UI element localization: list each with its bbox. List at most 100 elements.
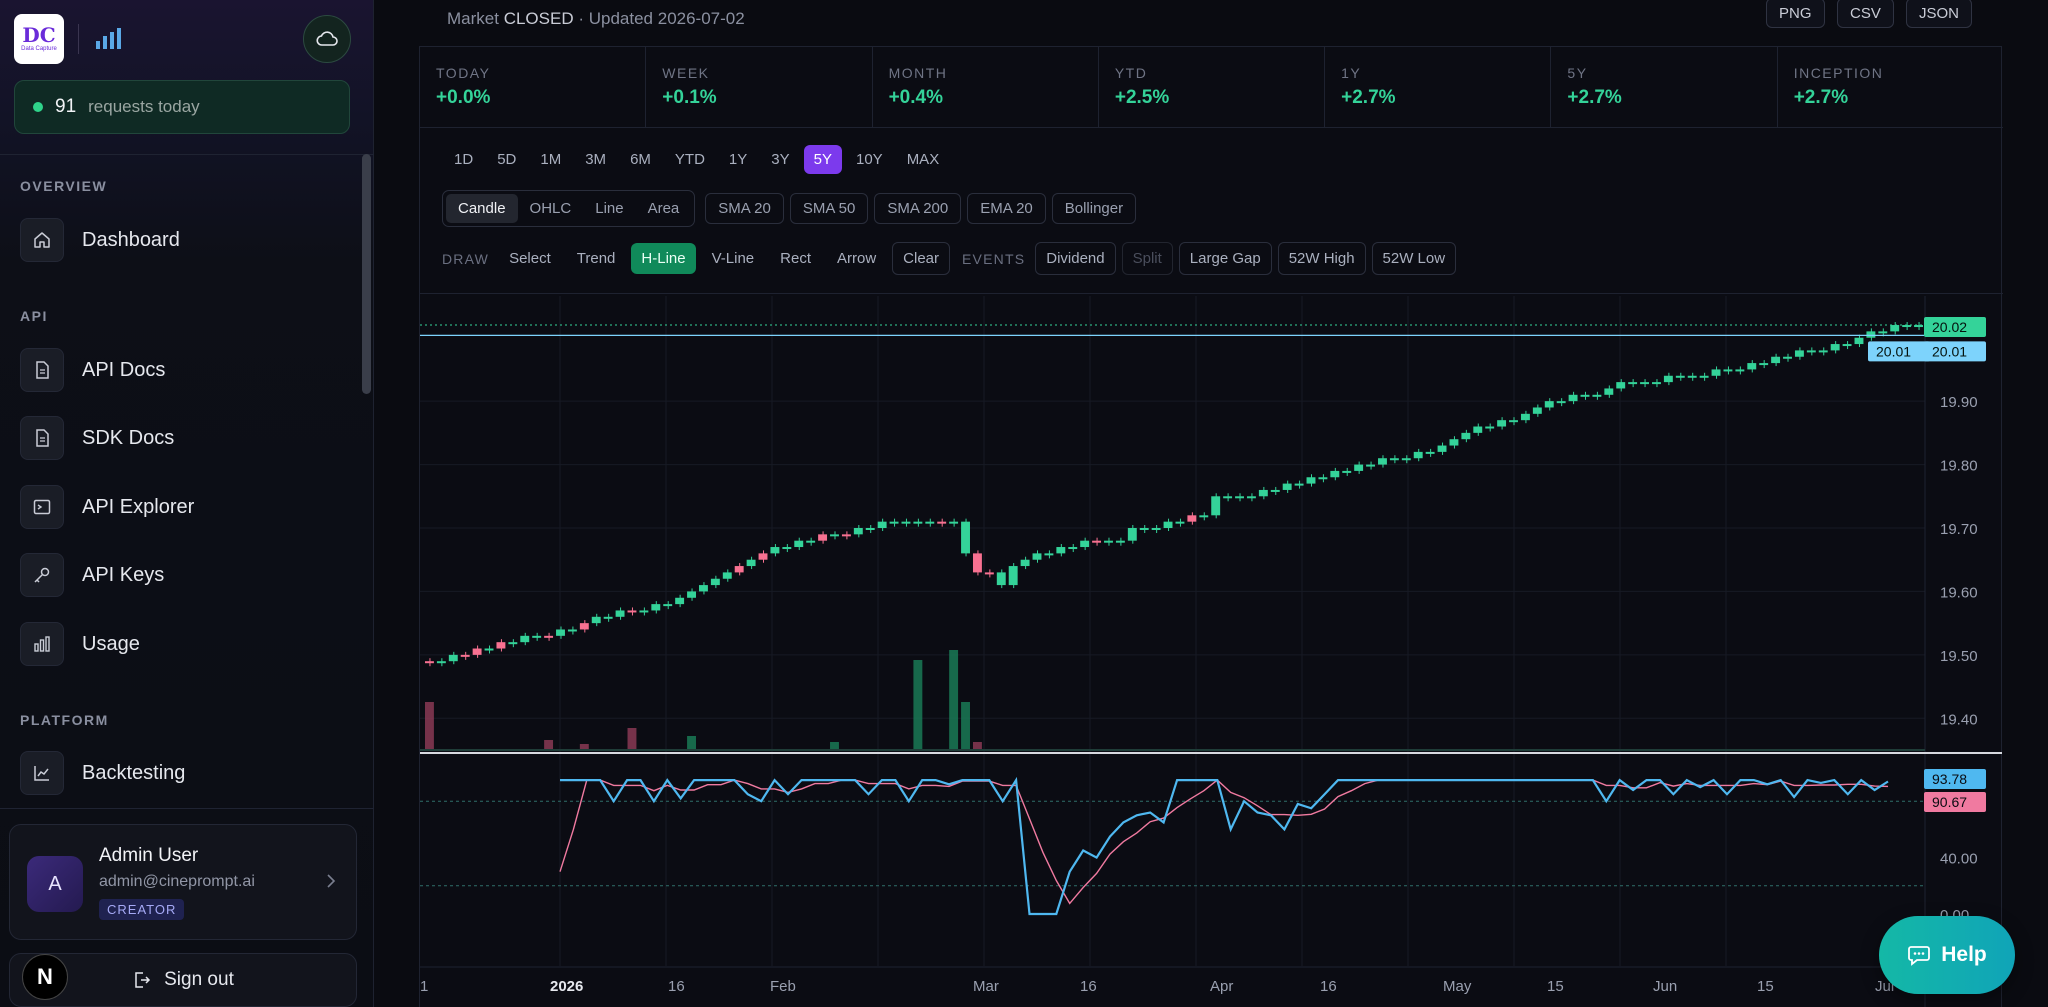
perf-value: +2.7% xyxy=(1341,87,1396,108)
candle xyxy=(1663,375,1673,383)
draw-hline[interactable]: H-Line xyxy=(631,243,696,274)
range-10y[interactable]: 10Y xyxy=(855,151,883,168)
candle xyxy=(1735,369,1745,372)
x-tick-label: Jun xyxy=(1653,978,1677,995)
draw-rect[interactable]: Rect xyxy=(780,250,811,267)
indicator-bollinger[interactable]: Bollinger xyxy=(1051,193,1137,224)
indicator-sma20[interactable]: SMA 20 xyxy=(705,193,784,224)
candle xyxy=(472,648,482,655)
range-6m[interactable]: 6M xyxy=(630,151,651,168)
range-1d[interactable]: 1D xyxy=(454,151,474,168)
volume-bar xyxy=(972,742,982,750)
logo-subtitle: Data Capture xyxy=(21,46,57,52)
candle xyxy=(508,642,518,645)
candle xyxy=(496,642,506,649)
oscillator-fast-tag-bg xyxy=(1924,769,1986,789)
user-name: Admin User xyxy=(99,845,199,866)
sidebar-item-api-explorer[interactable]: API Explorer xyxy=(20,485,194,529)
export-csv-button[interactable]: CSV xyxy=(1837,0,1894,28)
candle xyxy=(925,521,935,524)
home-icon xyxy=(20,218,64,262)
chart-options-row: Candle OHLC Line Area SMA 20 SMA 50 SMA … xyxy=(442,190,1142,227)
sidebar-item-api-keys[interactable]: API Keys xyxy=(20,553,164,597)
event-52w-low[interactable]: 52W Low xyxy=(1371,242,1457,275)
candle xyxy=(651,604,661,611)
draw-trend[interactable]: Trend xyxy=(576,250,616,267)
volume-bar xyxy=(830,742,839,750)
chart-type-line[interactable]: Line xyxy=(595,200,624,217)
key-icon xyxy=(20,553,64,597)
candle xyxy=(710,578,720,586)
logo-mark: DC xyxy=(22,23,56,47)
perf-value: +0.4% xyxy=(888,87,943,108)
draw-clear-button[interactable]: Clear xyxy=(892,242,951,275)
range-1m[interactable]: 1M xyxy=(540,151,562,168)
volume-bar xyxy=(544,740,554,750)
candle xyxy=(1616,382,1626,389)
candle xyxy=(520,635,530,643)
user-card[interactable]: A Admin User admin@cineprompt.ai CREATOR xyxy=(9,824,357,940)
price-tick-label: 19.70 xyxy=(1940,521,1978,538)
draw-arrow[interactable]: Arrow xyxy=(836,250,877,267)
candle xyxy=(1437,445,1447,452)
oscillator-slow-tag-bg xyxy=(1924,792,1986,812)
candle xyxy=(1378,458,1387,465)
range-3y[interactable]: 3Y xyxy=(771,151,790,168)
event-52w-high[interactable]: 52W High xyxy=(1277,242,1366,275)
brand-logo[interactable]: DC Data Capture xyxy=(14,14,64,64)
candle xyxy=(1699,375,1709,378)
volume-bar xyxy=(425,702,434,750)
chart-type-ohlc[interactable]: OHLC xyxy=(529,200,572,217)
range-3m[interactable]: 3M xyxy=(585,151,607,168)
export-json-button[interactable]: JSON xyxy=(1906,0,1973,28)
range-ytd[interactable]: YTD xyxy=(674,151,705,168)
sidebar-item-label: SDK Docs xyxy=(82,426,175,449)
candle xyxy=(1342,470,1352,473)
candle xyxy=(937,521,947,524)
market-prefix: Market xyxy=(447,9,499,28)
candle xyxy=(1032,553,1042,560)
sidebar-item-backtesting[interactable]: Backtesting xyxy=(20,751,185,795)
sidebar-item-sdk-docs[interactable]: SDK Docs xyxy=(20,416,174,460)
volume-bar xyxy=(961,702,970,750)
candle xyxy=(1080,540,1090,548)
volume-bar xyxy=(627,728,637,750)
requests-count: 91 xyxy=(55,96,77,117)
chart-type-candle[interactable]: Candle xyxy=(446,194,518,223)
signal-bars-icon[interactable] xyxy=(94,26,122,50)
help-button[interactable]: Help xyxy=(1879,916,2015,994)
cloud-sync-button[interactable] xyxy=(303,15,351,63)
draw-select[interactable]: Select xyxy=(509,250,551,267)
range-max[interactable]: MAX xyxy=(906,151,940,168)
candle xyxy=(1139,528,1149,530)
export-png-button[interactable]: PNG xyxy=(1766,0,1825,28)
sidebar-item-usage[interactable]: Usage xyxy=(20,622,140,666)
line-chart-icon xyxy=(20,751,64,795)
perf-value: +2.7% xyxy=(1793,87,1849,108)
perf-value: +0.0% xyxy=(436,87,491,108)
candle xyxy=(1687,375,1697,378)
oscillator-tick-label: 40.00 xyxy=(1940,851,1978,868)
candle xyxy=(961,521,970,554)
range-1y[interactable]: 1Y xyxy=(728,151,748,168)
sidebar-item-dashboard[interactable]: Dashboard xyxy=(20,218,180,262)
indicator-sma50[interactable]: SMA 50 xyxy=(789,193,869,224)
event-large-gap[interactable]: Large Gap xyxy=(1178,242,1272,275)
draw-vline[interactable]: V-Line xyxy=(711,250,755,267)
candle xyxy=(1747,363,1757,370)
sidebar-item-api-docs[interactable]: API Docs xyxy=(20,348,165,392)
sidebar-scrollbar[interactable] xyxy=(362,154,371,394)
candle xyxy=(615,610,625,617)
price-tick-label: 19.60 xyxy=(1940,584,1978,601)
candle xyxy=(567,629,577,632)
n-badge[interactable]: N xyxy=(22,954,68,1000)
range-5d[interactable]: 5D xyxy=(497,151,517,168)
price-chart[interactable]: 19.40 19.50 19.60 19.70 19.80 19.90 20.02 20.01… xyxy=(420,296,2002,1007)
range-5y[interactable]: 5Y xyxy=(803,145,842,174)
candle xyxy=(698,585,708,592)
indicator-sma200[interactable]: SMA 200 xyxy=(874,193,962,224)
event-dividend[interactable]: Dividend xyxy=(1035,242,1116,275)
candle xyxy=(460,654,470,657)
chart-type-area[interactable]: Area xyxy=(647,200,680,217)
indicator-ema20[interactable]: EMA 20 xyxy=(967,193,1046,224)
